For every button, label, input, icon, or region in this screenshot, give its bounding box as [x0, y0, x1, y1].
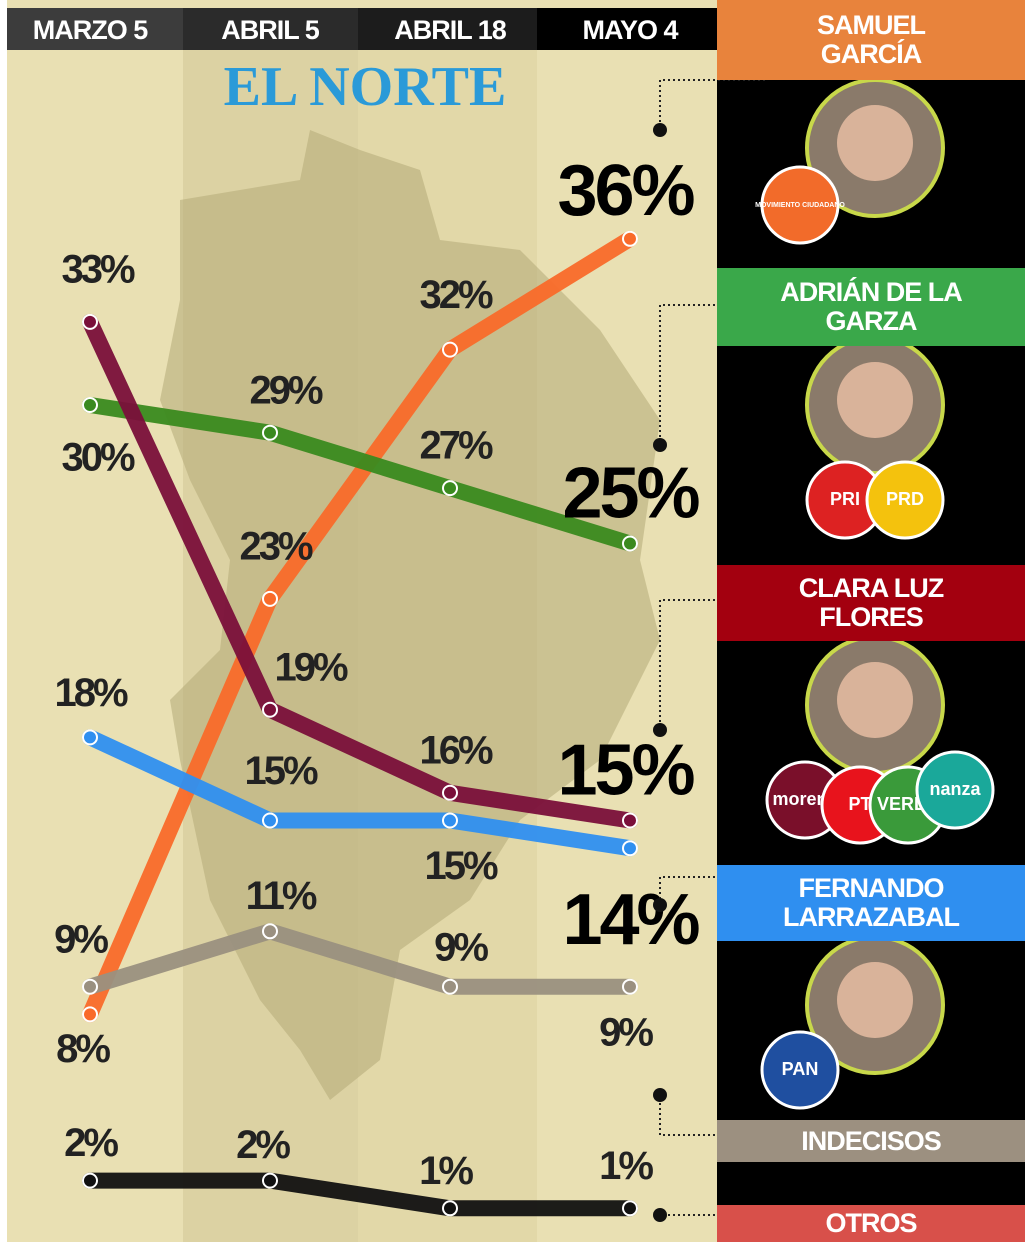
- party-logo: [760, 1030, 840, 1110]
- data-point: [442, 341, 458, 358]
- value-label: 16%: [419, 728, 492, 772]
- photo-face: [837, 362, 913, 438]
- x-tick-label: MARZO 5: [33, 15, 148, 45]
- logo: EL NORTE: [224, 56, 507, 118]
- value-label: 11%: [246, 874, 317, 918]
- header-cell: [183, 8, 358, 50]
- series-line: [82, 729, 638, 857]
- data-point: [262, 590, 278, 607]
- data-point: [262, 923, 278, 940]
- value-label: 9%: [54, 917, 108, 961]
- value-label: 19%: [274, 645, 347, 689]
- connector-dot: [653, 723, 667, 737]
- candidate-banner: INDECISOS: [717, 1120, 1025, 1162]
- data-point: [622, 840, 638, 857]
- value-label: 2%: [236, 1123, 290, 1167]
- photo-face: [837, 962, 913, 1038]
- candidate-banner: SAMUEL GARCÍA: [717, 0, 1025, 80]
- candidate-banner: CLARA LUZ FLORES: [717, 565, 1025, 641]
- data-point: [82, 729, 98, 746]
- value-label: 23%: [239, 524, 312, 568]
- data-point: [442, 1200, 458, 1217]
- x-tick-label: ABRIL 5: [221, 15, 320, 45]
- party-label: PT: [848, 794, 871, 814]
- header-cell: [358, 8, 537, 50]
- data-point: [82, 1006, 98, 1023]
- candidate-banner: ADRIÁN DE LA GARZA: [717, 268, 1025, 346]
- connector: [659, 79, 765, 130]
- x-tick-label: ABRIL 18: [394, 15, 507, 45]
- data-point: [442, 784, 458, 801]
- value-label: 27%: [419, 424, 492, 468]
- data-point: [622, 1200, 638, 1217]
- party-label: MOVIMIENTO CIUDADANO: [755, 202, 845, 209]
- map-shape: [160, 130, 660, 1100]
- value-label: 8%: [56, 1027, 110, 1071]
- series-line: [82, 1172, 638, 1217]
- data-point: [82, 1172, 98, 1189]
- data-point: [622, 812, 638, 829]
- party-label: PRD: [886, 489, 924, 509]
- party-logo: [915, 750, 995, 830]
- data-point: [622, 230, 638, 247]
- series-line: [82, 313, 638, 829]
- value-label-large: 14%: [562, 880, 699, 960]
- photo-face: [837, 662, 913, 738]
- series-line: [82, 230, 638, 1023]
- header-cell: [7, 8, 183, 50]
- data-point: [82, 978, 98, 995]
- data-point: [442, 978, 458, 995]
- data-point: [262, 424, 278, 441]
- series-line: [82, 923, 638, 995]
- x-tick-label: MAYO 4: [582, 15, 678, 45]
- header-cell: [537, 8, 717, 50]
- value-label: 32%: [419, 273, 492, 317]
- candidate-banner: OTROS: [717, 1205, 1025, 1242]
- party-logo: [865, 460, 945, 540]
- value-label-large: 36%: [557, 151, 694, 231]
- value-label: 33%: [61, 247, 134, 291]
- value-label: 1%: [599, 1144, 653, 1188]
- data-point: [442, 812, 458, 829]
- value-label: 9%: [599, 1010, 653, 1054]
- data-point: [442, 480, 458, 497]
- data-point: [262, 812, 278, 829]
- data-point: [262, 701, 278, 718]
- party-label: PRI: [830, 489, 860, 509]
- party-label: nanza: [929, 779, 981, 799]
- party-label: PAN: [782, 1059, 819, 1079]
- value-label: 2%: [64, 1121, 118, 1165]
- photo-face: [837, 105, 913, 181]
- value-label: 29%: [249, 368, 322, 412]
- data-point: [82, 313, 98, 330]
- data-point: [262, 1172, 278, 1189]
- value-label: 15%: [244, 749, 317, 793]
- value-label-large: 15%: [557, 731, 694, 811]
- data-point: [82, 397, 98, 413]
- party-logo: [760, 165, 840, 245]
- connector-dot: [653, 898, 667, 912]
- data-point: [622, 978, 638, 995]
- series-line: [82, 397, 638, 552]
- connector-dot: [653, 123, 667, 137]
- value-label: 30%: [61, 436, 134, 480]
- value-label-large: 25%: [562, 454, 699, 534]
- connector-dot: [653, 1208, 667, 1222]
- value-label: 9%: [434, 925, 488, 969]
- data-point: [622, 535, 638, 552]
- connector-dot: [653, 1088, 667, 1102]
- connector-dot: [653, 438, 667, 452]
- candidate-banner: FERNANDO LARRAZABAL: [717, 865, 1025, 941]
- value-label: 18%: [54, 671, 127, 715]
- value-label: 1%: [419, 1149, 473, 1193]
- value-label: 15%: [424, 844, 497, 888]
